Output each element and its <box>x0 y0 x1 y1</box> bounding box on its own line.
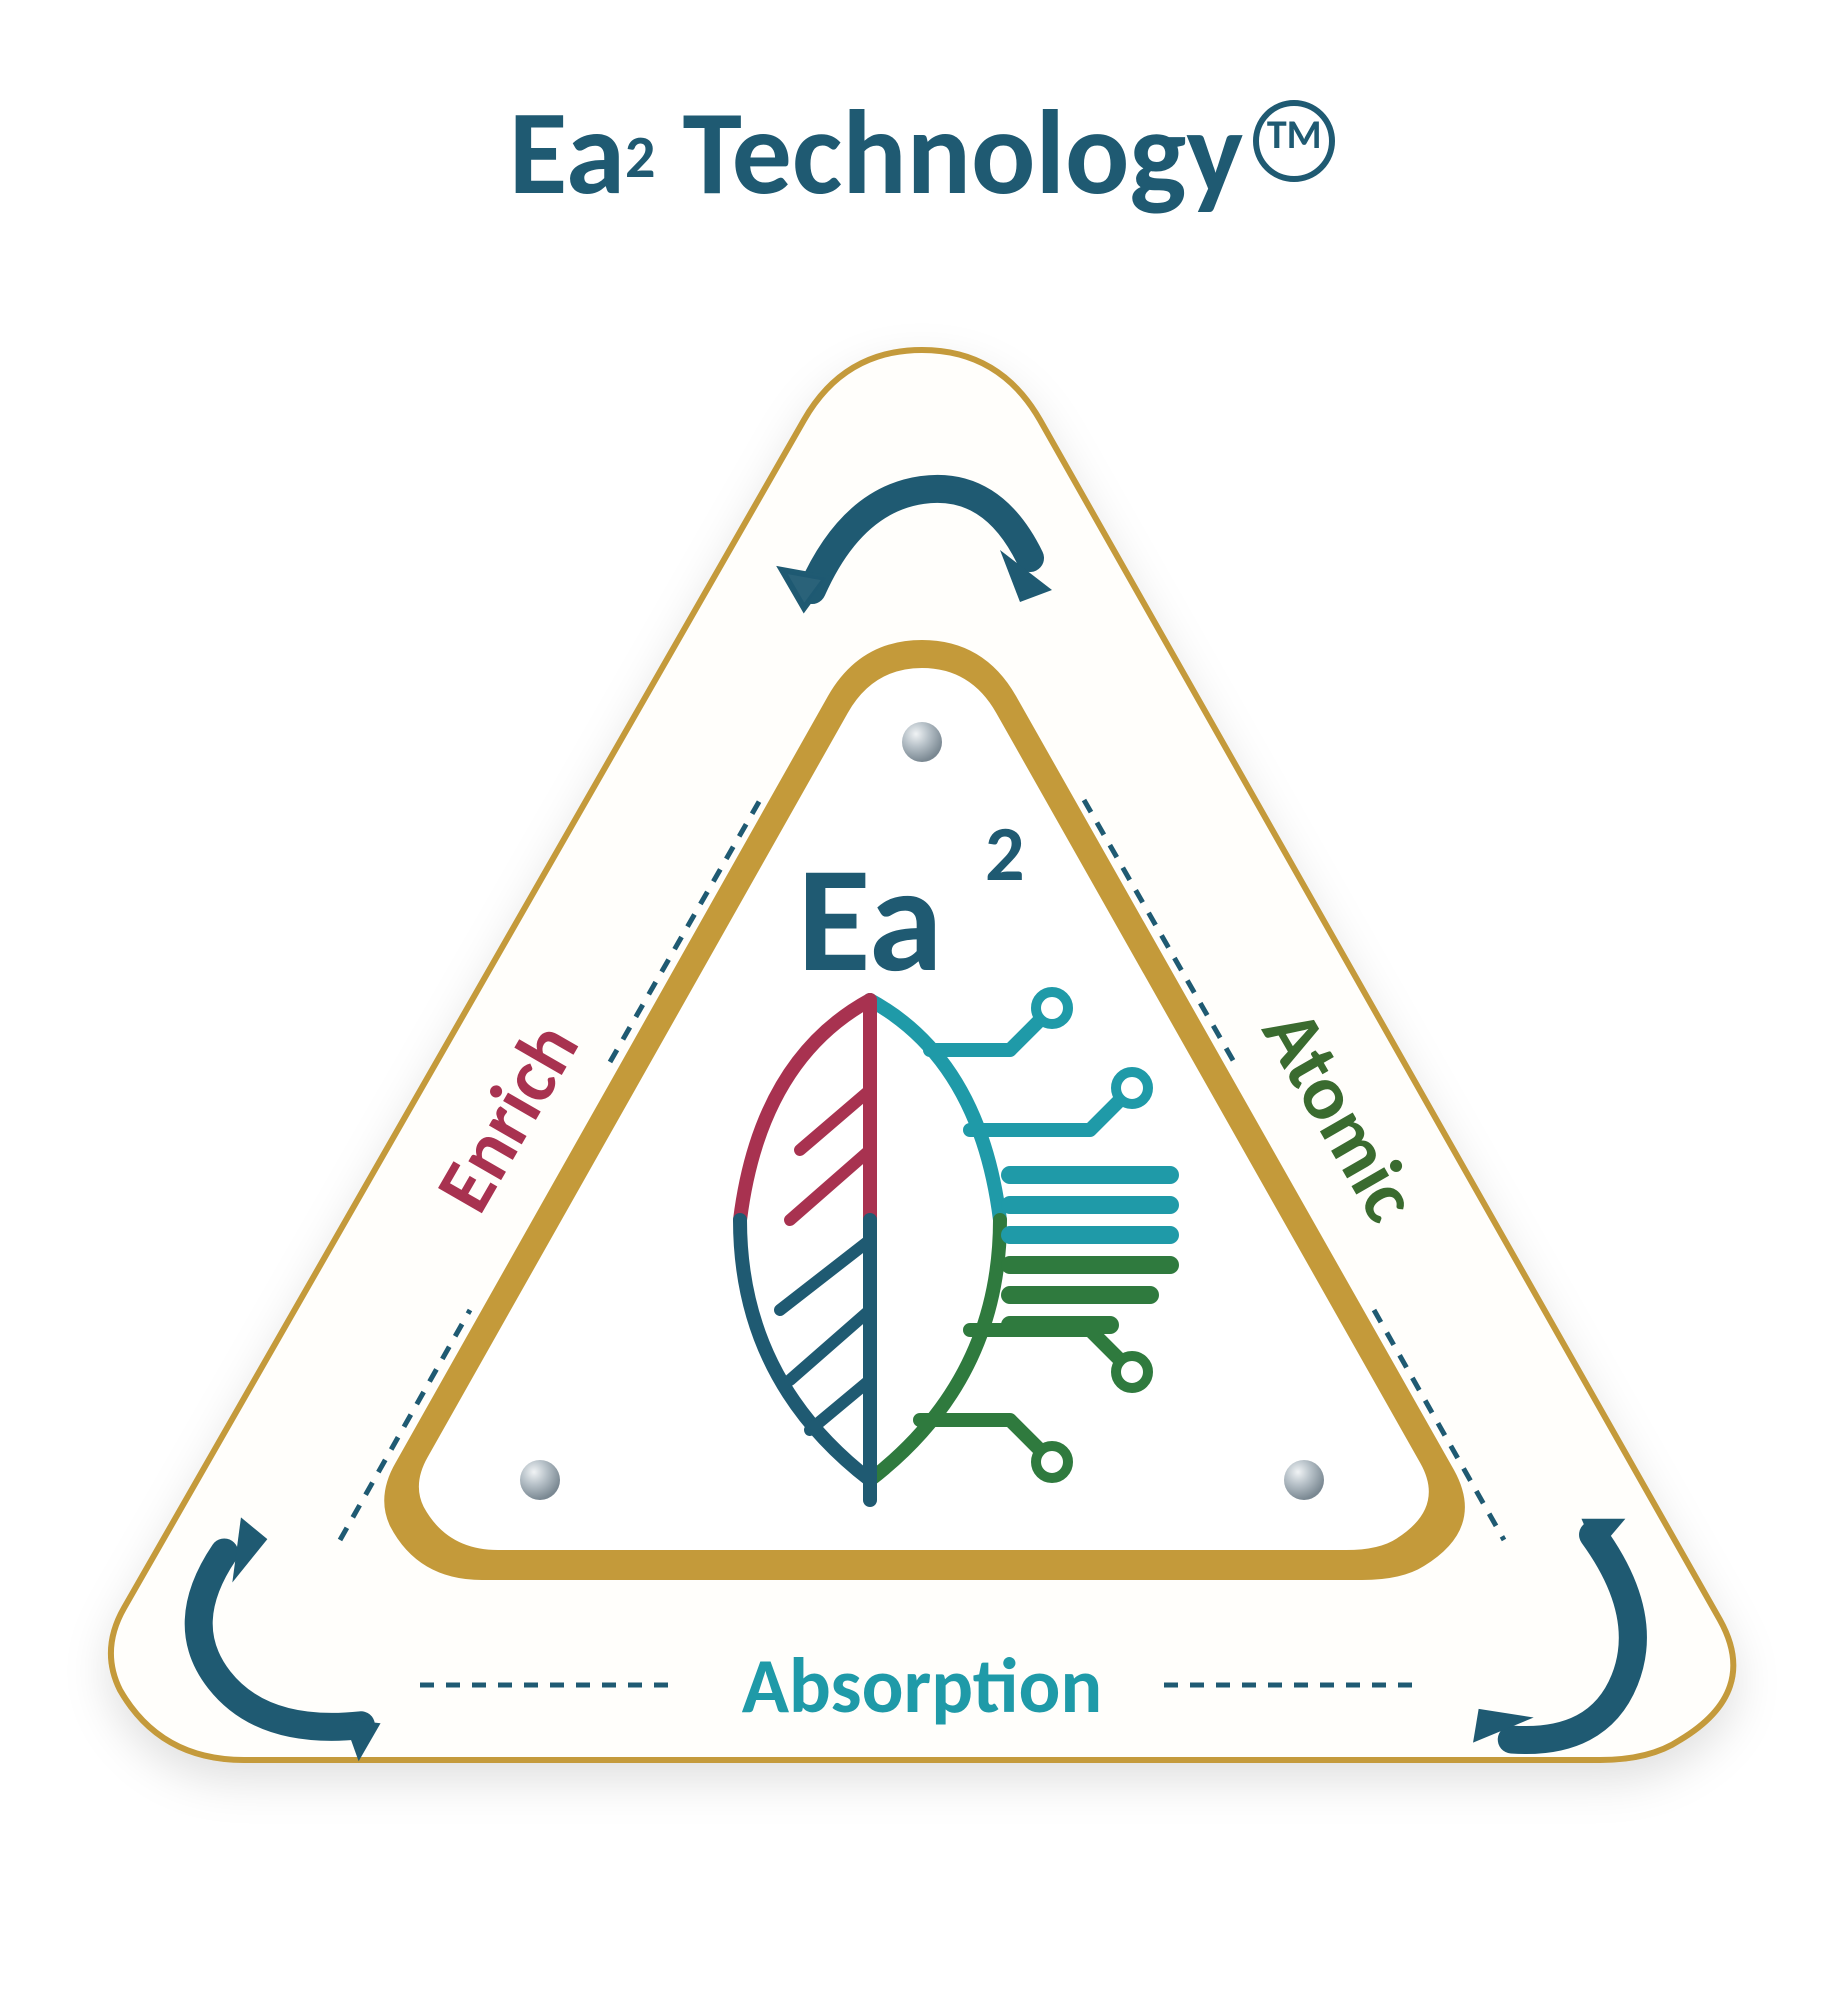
title-base: Ea <box>509 80 625 226</box>
diagram-stage: Ea2 TechnologyTM Ea <box>0 0 1844 2000</box>
title-superscript: 2 <box>625 121 655 194</box>
rivet-icon <box>520 1460 560 1500</box>
rivet-icon <box>902 722 942 762</box>
rivet-icon <box>1284 1460 1324 1500</box>
triangle-diagram: Ea 2 <box>0 0 1844 2000</box>
label-absorption: Absorption <box>742 1638 1103 1733</box>
center-label-super: 2 <box>985 806 1025 901</box>
svg-text:2: 2 <box>985 806 1025 901</box>
title-block: Ea2 TechnologyTM <box>0 80 1844 226</box>
trademark-icon: TM <box>1253 100 1335 182</box>
center-label-base: Ea <box>797 828 942 1011</box>
title-word: Technology <box>655 80 1243 226</box>
svg-text:Ea: Ea <box>797 828 942 1011</box>
